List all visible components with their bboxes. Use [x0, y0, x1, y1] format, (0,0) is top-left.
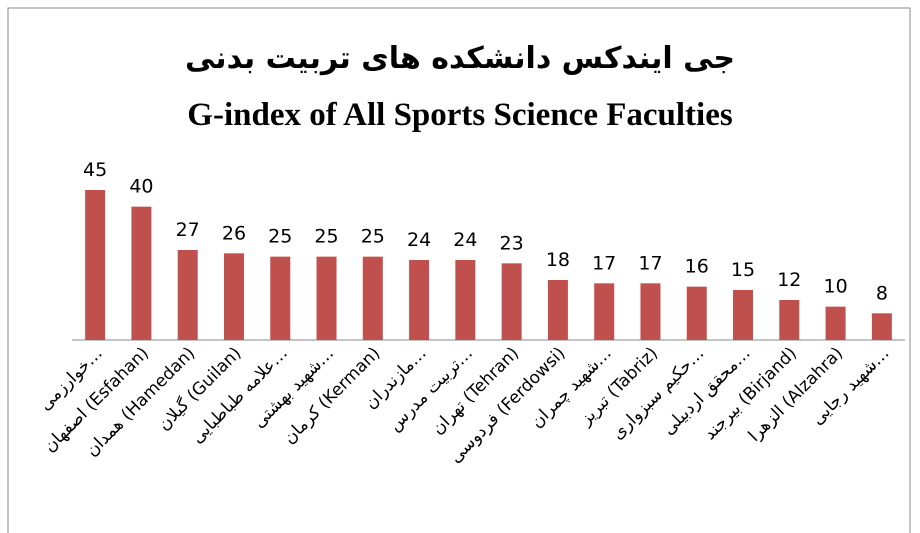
- value-label: 24: [453, 229, 477, 251]
- value-label: 23: [500, 232, 524, 254]
- bar: [825, 306, 846, 340]
- bar: [501, 263, 522, 340]
- value-label: 25: [268, 226, 292, 248]
- value-label: 17: [638, 252, 662, 274]
- bar: [733, 290, 754, 340]
- chart-title: جی ایندکس دانشکده های تربیت بدنی: [185, 41, 735, 76]
- bar: [316, 256, 337, 340]
- value-label: 10: [823, 276, 847, 298]
- bar: [871, 313, 892, 340]
- value-label: 40: [129, 176, 153, 198]
- value-label: 16: [685, 256, 709, 278]
- bar: [547, 280, 568, 340]
- value-label: 17: [592, 252, 616, 274]
- bar: [177, 250, 198, 340]
- chart-frame: [7, 7, 911, 533]
- value-label: 12: [777, 269, 801, 291]
- chart-subtitle: G-index of All Sports Science Faculties: [187, 97, 733, 133]
- value-label: 24: [407, 229, 431, 251]
- value-label: 15: [731, 259, 755, 281]
- bar: [223, 253, 244, 340]
- value-label: 25: [314, 226, 338, 248]
- bar: [686, 286, 707, 340]
- bar: [640, 283, 661, 340]
- value-label: 26: [222, 222, 246, 244]
- value-label: 25: [361, 226, 385, 248]
- bar: [270, 256, 291, 340]
- bar: [362, 256, 383, 340]
- value-label: 18: [546, 249, 570, 271]
- bar: [779, 300, 800, 340]
- bar: [594, 283, 615, 340]
- value-label: 45: [83, 159, 107, 181]
- bar: [131, 206, 152, 340]
- value-label: 27: [176, 219, 200, 241]
- bar: [85, 190, 106, 340]
- bar: [409, 260, 430, 340]
- bar: [455, 260, 476, 340]
- value-label: 8: [876, 282, 888, 304]
